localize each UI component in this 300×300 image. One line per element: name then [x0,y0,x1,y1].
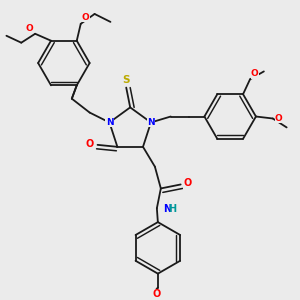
Text: O: O [85,139,94,149]
Text: S: S [122,75,130,85]
Text: N: N [163,204,171,214]
Text: N: N [147,118,155,127]
Text: O: O [82,13,89,22]
Text: O: O [184,178,192,188]
Text: O: O [153,290,161,299]
Text: O: O [251,69,259,78]
Text: O: O [26,24,33,33]
Text: H: H [168,204,176,214]
Text: N: N [106,118,113,127]
Text: O: O [275,114,283,123]
